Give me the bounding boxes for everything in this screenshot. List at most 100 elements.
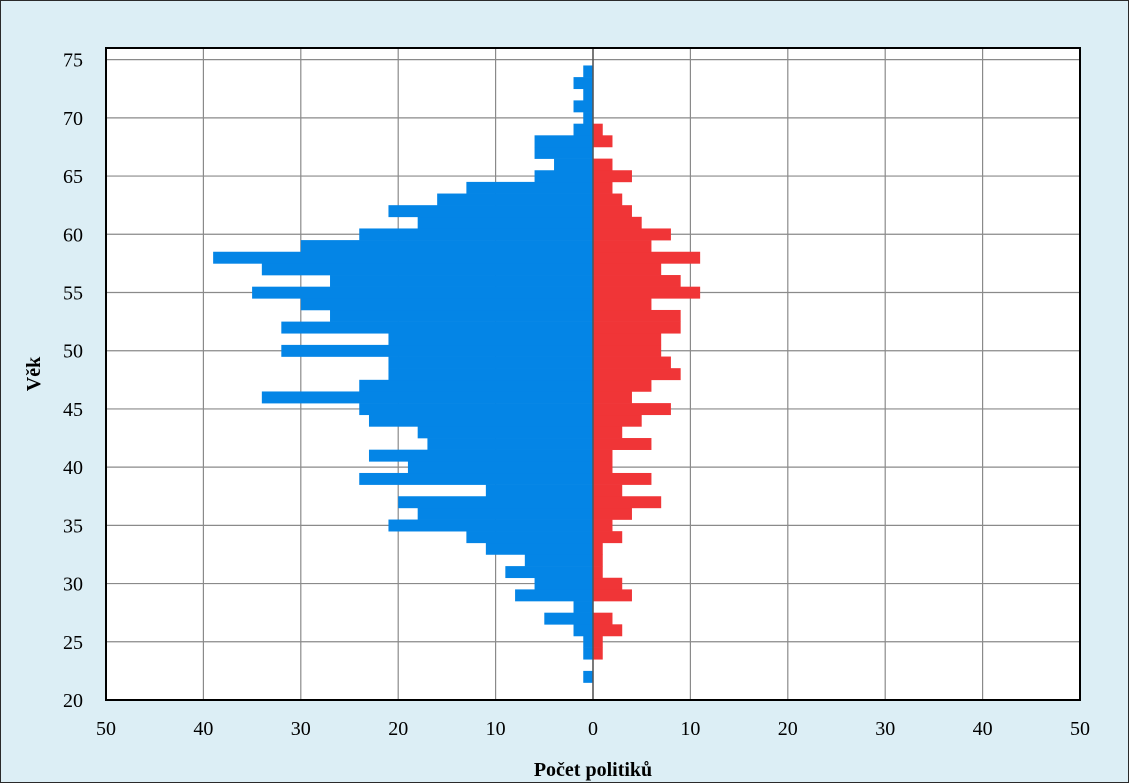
bar-left-age-70 xyxy=(583,112,593,124)
bar-left-age-43 xyxy=(417,426,593,439)
bar-left-age-67 xyxy=(534,146,593,159)
bar-left-age-30 xyxy=(534,577,593,590)
bar-right-age-66 xyxy=(593,158,613,171)
bar-left-age-37 xyxy=(398,496,593,509)
x-tick-label: 30 xyxy=(291,718,311,740)
bar-left-age-41 xyxy=(368,449,593,462)
bar-left-age-32 xyxy=(524,554,593,567)
bar-left-age-71 xyxy=(573,100,593,113)
bar-left-age-63 xyxy=(437,193,593,206)
bar-left-age-29 xyxy=(515,589,593,602)
bar-left-age-38 xyxy=(485,484,593,497)
bar-left-age-49 xyxy=(388,356,593,369)
y-tick-label: 35 xyxy=(63,515,83,537)
bar-right-age-31 xyxy=(593,566,603,579)
bar-left-age-36 xyxy=(417,507,593,520)
bar-right-age-48 xyxy=(593,368,681,381)
x-tick-label: 20 xyxy=(778,718,798,740)
bar-left-age-73 xyxy=(573,77,593,90)
bar-left-age-65 xyxy=(534,170,593,183)
bar-right-age-54 xyxy=(593,298,652,311)
bar-right-age-63 xyxy=(593,193,623,206)
bar-left-age-61 xyxy=(417,216,593,229)
bar-right-age-34 xyxy=(593,531,623,544)
y-tick-label: 40 xyxy=(63,457,83,479)
bar-right-age-46 xyxy=(593,391,632,404)
x-tick-label: 10 xyxy=(680,718,700,740)
y-tick-label: 75 xyxy=(63,50,83,72)
bar-left-age-34 xyxy=(466,531,593,544)
y-axis-title: Věk xyxy=(23,356,45,391)
x-tick-label: 30 xyxy=(875,718,895,740)
bar-right-age-60 xyxy=(593,228,671,241)
bar-left-age-68 xyxy=(534,135,593,148)
bar-right-age-30 xyxy=(593,577,623,590)
bar-right-age-69 xyxy=(593,123,603,136)
y-tick-label: 50 xyxy=(63,341,83,363)
bar-right-age-64 xyxy=(593,181,613,194)
x-tick-label: 0 xyxy=(588,718,598,740)
y-tick-labels: 20 25 30 35 40 45 50 55 60 65 70 75 xyxy=(63,50,83,712)
bar-right-age-61 xyxy=(593,216,642,229)
bar-right-age-45 xyxy=(593,403,671,416)
y-tick-label: 30 xyxy=(63,574,83,596)
bar-left-age-55 xyxy=(252,286,593,299)
bar-right-age-37 xyxy=(593,496,662,509)
x-tick-labels: 50 40 30 20 10 0 10 20 30 40 50 xyxy=(96,718,1090,740)
bar-left-age-54 xyxy=(300,298,593,311)
bar-right-age-68 xyxy=(593,135,613,148)
bar-left-age-56 xyxy=(330,275,593,287)
bar-left-age-31 xyxy=(505,566,593,579)
bar-left-age-48 xyxy=(388,368,593,381)
bar-left-age-44 xyxy=(368,414,593,427)
plot-border xyxy=(105,47,1081,701)
bar-left-age-45 xyxy=(359,403,593,416)
bar-left-age-25 xyxy=(583,635,593,648)
y-tick-label: 55 xyxy=(63,283,83,305)
bar-left-age-66 xyxy=(554,158,593,171)
bar-right-age-65 xyxy=(593,170,632,183)
bar-left-age-46 xyxy=(261,391,593,404)
bar-right-age-51 xyxy=(593,333,662,346)
bar-right-age-26 xyxy=(593,624,623,637)
bar-left-age-59 xyxy=(300,240,593,253)
y-tick-label: 60 xyxy=(63,224,83,246)
bar-right-age-42 xyxy=(593,438,652,450)
bar-left-age-33 xyxy=(485,542,593,555)
bar-right-age-24 xyxy=(593,647,603,660)
bar-right-age-58 xyxy=(593,251,701,264)
bar-right-age-39 xyxy=(593,472,652,485)
bar-left-age-60 xyxy=(359,228,593,241)
bar-right-age-59 xyxy=(593,240,652,253)
bar-left-age-26 xyxy=(573,624,593,637)
bar-right-age-52 xyxy=(593,321,681,334)
bar-left-age-39 xyxy=(359,472,593,485)
bar-left-age-35 xyxy=(388,519,593,532)
x-tick-label: 10 xyxy=(486,718,506,740)
bar-left-age-51 xyxy=(388,333,593,346)
y-tick-label: 70 xyxy=(63,108,83,130)
x-tick-label: 40 xyxy=(193,718,213,740)
bar-right-age-40 xyxy=(593,461,613,474)
bar-left-age-52 xyxy=(281,321,593,334)
bar-left-age-27 xyxy=(544,612,593,625)
bar-left-age-53 xyxy=(330,309,593,322)
bar-left-age-22 xyxy=(583,670,593,683)
y-tick-label: 25 xyxy=(63,632,83,654)
bar-left-age-24 xyxy=(583,647,593,660)
bar-right-age-43 xyxy=(593,426,623,439)
bar-right-age-44 xyxy=(593,414,642,427)
bar-right-age-36 xyxy=(593,507,632,520)
bar-right-age-33 xyxy=(593,542,603,555)
bar-left-age-58 xyxy=(213,251,593,264)
bar-left-age-72 xyxy=(583,88,593,101)
bar-right-age-35 xyxy=(593,519,613,532)
bar-right-age-41 xyxy=(593,449,613,462)
x-tick-label: 40 xyxy=(973,718,993,740)
y-tick-label: 45 xyxy=(63,399,83,421)
bar-right-age-38 xyxy=(593,484,623,497)
x-tick-label: 50 xyxy=(1070,718,1090,740)
bar-left-age-74 xyxy=(583,65,593,78)
bar-left-age-28 xyxy=(573,601,593,613)
